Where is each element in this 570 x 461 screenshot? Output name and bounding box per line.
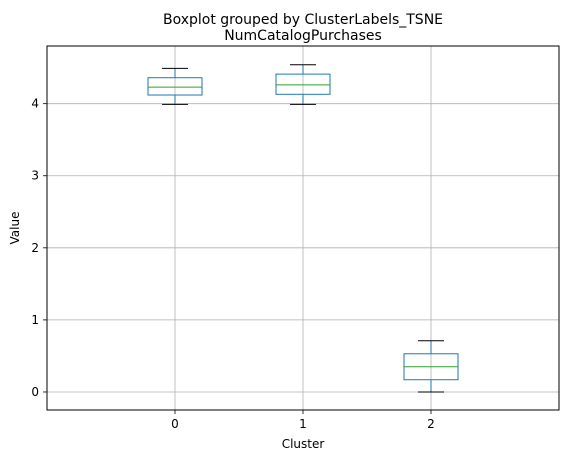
x-tick-label: 2	[427, 417, 435, 431]
y-tick-label: 0	[31, 385, 39, 399]
y-tick-label: 4	[31, 97, 39, 111]
box-group-2	[403, 340, 459, 393]
chart-suptitle: Boxplot grouped by ClusterLabels_TSNE	[163, 12, 443, 28]
x-axis-label: Cluster	[282, 437, 325, 451]
iqr-box	[147, 77, 203, 96]
y-tick-label: 1	[31, 313, 39, 327]
chart-title: NumCatalogPurchases	[224, 28, 382, 44]
y-tick-label: 2	[31, 241, 39, 255]
axis-ticks: 0 1 2 3 4 0 1 2	[31, 97, 434, 431]
x-tick-label: 0	[171, 417, 179, 431]
boxes	[147, 64, 459, 393]
iqr-box	[275, 73, 331, 95]
y-axis-label: Value	[8, 212, 22, 245]
box-group-1	[275, 64, 331, 105]
x-tick-label: 1	[299, 417, 307, 431]
y-tick-label: 3	[31, 169, 39, 183]
box-group-0	[147, 67, 203, 105]
